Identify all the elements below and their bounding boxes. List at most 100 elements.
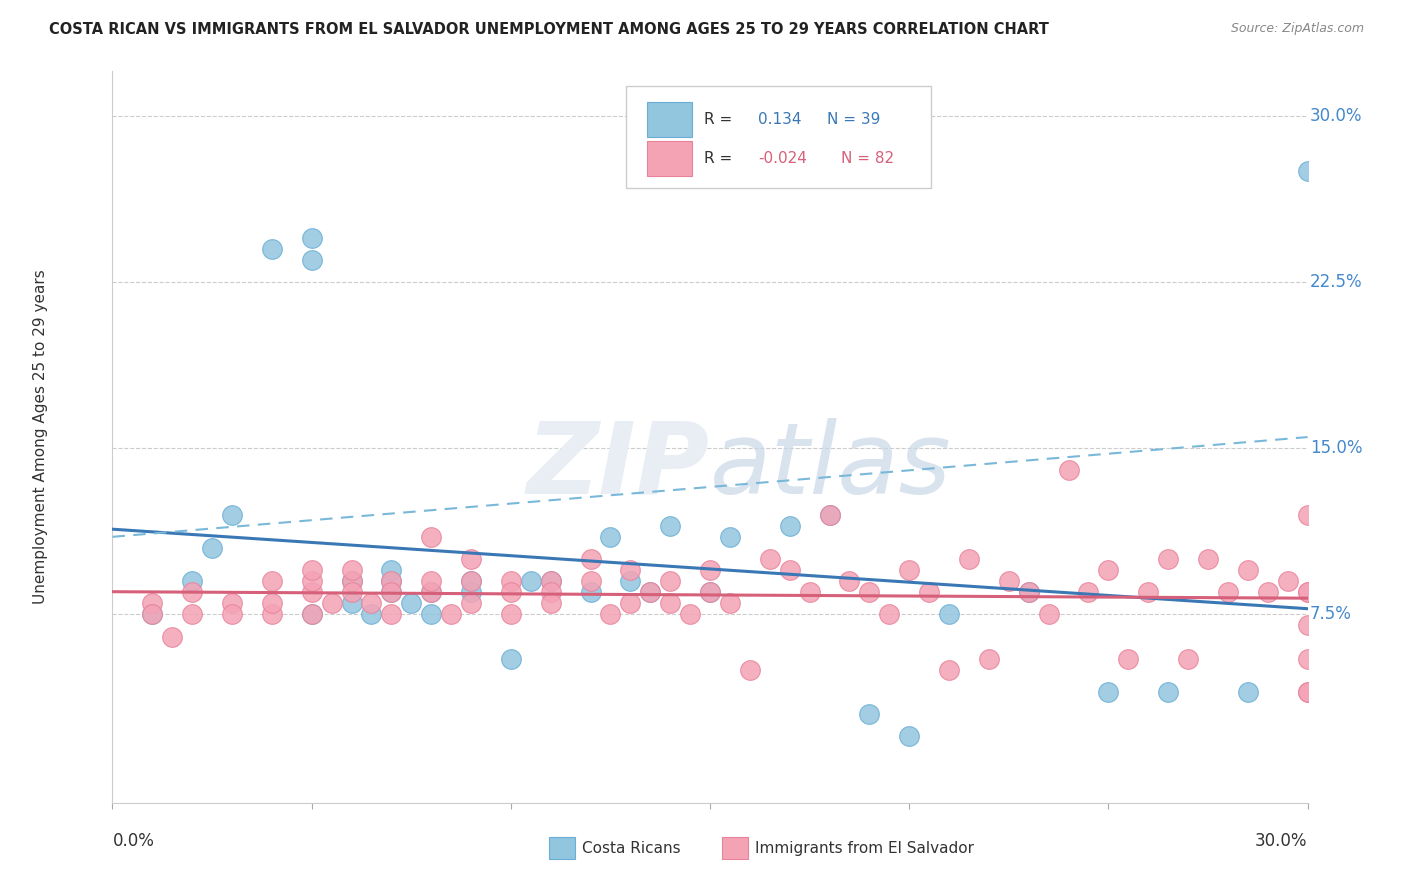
Point <box>977 651 1000 665</box>
Point <box>879 607 901 622</box>
Point <box>540 585 562 599</box>
Point <box>141 607 163 622</box>
Point <box>1296 618 1319 632</box>
Point <box>141 596 163 610</box>
Point <box>718 596 741 610</box>
Point <box>301 574 323 589</box>
Point <box>221 596 243 610</box>
Point <box>1097 563 1119 577</box>
Point <box>301 252 323 267</box>
Point <box>799 585 821 599</box>
Point <box>579 552 602 566</box>
FancyBboxPatch shape <box>627 86 931 188</box>
Point <box>380 607 402 622</box>
Point <box>619 574 641 589</box>
Point <box>420 530 443 544</box>
Point <box>162 630 183 644</box>
Point <box>499 574 522 589</box>
Point <box>679 607 702 622</box>
Point <box>1296 585 1319 599</box>
Point <box>718 530 741 544</box>
Point <box>1157 685 1180 699</box>
Point <box>360 596 382 610</box>
Point <box>818 508 841 522</box>
Point <box>181 585 204 599</box>
Point <box>420 585 443 599</box>
Point <box>460 574 482 589</box>
Point <box>340 563 363 577</box>
Point <box>301 607 323 622</box>
Point <box>599 607 621 622</box>
Point <box>1237 685 1260 699</box>
Point <box>260 574 283 589</box>
Text: 15.0%: 15.0% <box>1310 439 1362 458</box>
Point <box>260 242 283 256</box>
Text: 22.5%: 22.5% <box>1310 273 1362 291</box>
Point <box>1296 164 1319 178</box>
Point <box>818 508 841 522</box>
Point <box>1018 585 1040 599</box>
Point <box>520 574 543 589</box>
Text: Immigrants from El Salvador: Immigrants from El Salvador <box>755 840 974 855</box>
Point <box>898 563 921 577</box>
Text: R =: R = <box>704 151 733 166</box>
Point <box>1296 585 1319 599</box>
Point <box>659 574 682 589</box>
Point <box>440 607 463 622</box>
Text: 0.134: 0.134 <box>758 112 801 128</box>
Text: 0.0%: 0.0% <box>112 832 155 850</box>
Point <box>1296 685 1319 699</box>
Point <box>1077 585 1099 599</box>
Point <box>779 518 801 533</box>
Text: Unemployment Among Ages 25 to 29 years: Unemployment Among Ages 25 to 29 years <box>34 269 48 605</box>
Point <box>260 607 283 622</box>
Point <box>181 607 204 622</box>
Point <box>858 585 880 599</box>
Bar <box>647 141 692 176</box>
Point <box>699 563 721 577</box>
Point <box>779 563 801 577</box>
Point <box>1057 463 1080 477</box>
Point <box>1018 585 1040 599</box>
Point <box>998 574 1021 589</box>
Point <box>499 651 522 665</box>
Text: R =: R = <box>704 112 733 128</box>
Point <box>1257 585 1279 599</box>
Point <box>420 585 443 599</box>
Point <box>1277 574 1299 589</box>
Point <box>1216 585 1239 599</box>
Point <box>838 574 860 589</box>
Point <box>1097 685 1119 699</box>
Point <box>1177 651 1199 665</box>
Point <box>301 230 323 244</box>
Text: ZIP: ZIP <box>527 417 710 515</box>
Point <box>1237 563 1260 577</box>
Text: Costa Ricans: Costa Ricans <box>582 840 681 855</box>
Point <box>1296 508 1319 522</box>
Text: COSTA RICAN VS IMMIGRANTS FROM EL SALVADOR UNEMPLOYMENT AMONG AGES 25 TO 29 YEAR: COSTA RICAN VS IMMIGRANTS FROM EL SALVAD… <box>49 22 1049 37</box>
Text: 7.5%: 7.5% <box>1310 606 1351 624</box>
Text: atlas: atlas <box>710 417 952 515</box>
Point <box>420 574 443 589</box>
Point <box>380 585 402 599</box>
Point <box>499 607 522 622</box>
Point <box>420 607 443 622</box>
Text: -0.024: -0.024 <box>758 151 807 166</box>
Point <box>380 574 402 589</box>
Point <box>659 518 682 533</box>
Text: 30.0%: 30.0% <box>1310 107 1362 125</box>
Point <box>460 552 482 566</box>
Point <box>340 596 363 610</box>
Point <box>540 574 562 589</box>
Point <box>1296 685 1319 699</box>
Point <box>619 596 641 610</box>
Point <box>380 563 402 577</box>
Point <box>1118 651 1140 665</box>
Point <box>918 585 941 599</box>
Point <box>321 596 343 610</box>
Point <box>221 508 243 522</box>
Point <box>759 552 782 566</box>
Point <box>201 541 224 555</box>
Point <box>340 574 363 589</box>
Text: Source: ZipAtlas.com: Source: ZipAtlas.com <box>1230 22 1364 36</box>
